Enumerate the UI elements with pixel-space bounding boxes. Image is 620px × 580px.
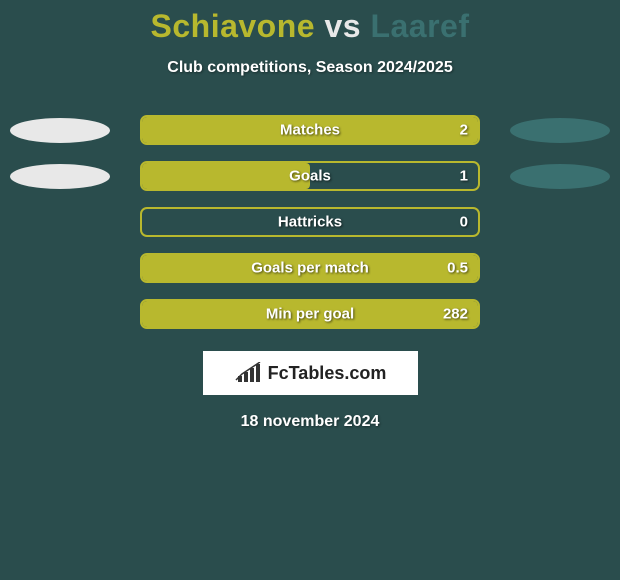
subtitle: Club competitions, Season 2024/2025 (0, 59, 620, 77)
vs-text: vs (324, 8, 361, 44)
stat-value: 0.5 (447, 260, 468, 277)
stats-rows: Matches 2 Goals 1 Hattricks 0 Goals per match 0… (0, 115, 620, 329)
stat-label: Matches (280, 122, 340, 139)
chart-icon (234, 362, 262, 384)
stat-label: Min per goal (266, 306, 354, 323)
logo-text: FcTables.com (268, 363, 387, 384)
page-title: Schiavone vs Laaref (0, 8, 620, 45)
stat-label: Hattricks (278, 214, 342, 231)
right-ellipse (510, 118, 610, 143)
stat-label: Goals (289, 168, 331, 185)
stat-row: Goals per match 0.5 (0, 253, 620, 283)
player2-name: Laaref (370, 8, 469, 44)
right-ellipse (510, 164, 610, 189)
stat-value: 0 (460, 214, 468, 231)
stat-value: 1 (460, 168, 468, 185)
stat-row: Goals 1 (0, 161, 620, 191)
stat-bar: Goals 1 (140, 161, 480, 191)
stat-bar: Min per goal 282 (140, 299, 480, 329)
left-ellipse (10, 164, 110, 189)
stat-bar: Goals per match 0.5 (140, 253, 480, 283)
stat-value: 2 (460, 122, 468, 139)
stat-label: Goals per match (251, 260, 369, 277)
left-ellipse (10, 118, 110, 143)
stat-row: Min per goal 282 (0, 299, 620, 329)
stat-bar: Hattricks 0 (140, 207, 480, 237)
stat-bar-fill (142, 163, 310, 189)
date-text: 18 november 2024 (0, 413, 620, 431)
stat-row: Matches 2 (0, 115, 620, 145)
stat-row: Hattricks 0 (0, 207, 620, 237)
source-logo: FcTables.com (203, 351, 418, 395)
stat-value: 282 (443, 306, 468, 323)
player1-name: Schiavone (151, 8, 316, 44)
stat-bar: Matches 2 (140, 115, 480, 145)
